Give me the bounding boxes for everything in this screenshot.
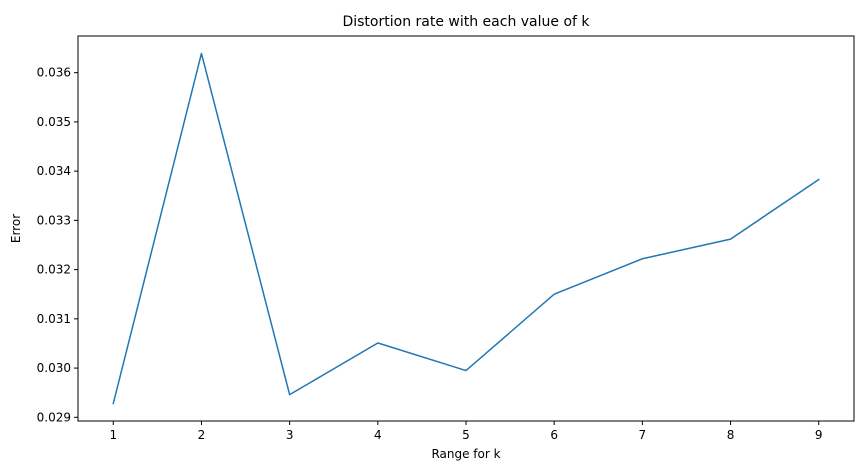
x-tick-label: 3 xyxy=(286,428,294,442)
series-line-1 xyxy=(112,52,820,405)
x-tick-label: 4 xyxy=(374,428,382,442)
axes-frame xyxy=(77,35,855,422)
y-tick-label: 0.030 xyxy=(37,361,71,375)
y-tick-label: 0.034 xyxy=(37,164,71,178)
x-axis: 1 2 3 4 5 6 7 8 9 xyxy=(109,421,823,442)
x-axis-label: Range for k xyxy=(431,447,500,461)
y-tick-label: 0.032 xyxy=(37,263,71,277)
chart-title: Distortion rate with each value of k xyxy=(342,14,590,30)
plot-area xyxy=(112,52,820,405)
x-tick-label: 5 xyxy=(462,428,470,442)
y-tick-label: 0.029 xyxy=(37,410,71,424)
y-tick-label: 0.036 xyxy=(37,66,71,80)
y-axis-label: Error xyxy=(9,214,23,243)
y-tick-label: 0.031 xyxy=(37,312,71,326)
x-tick-label: 1 xyxy=(109,428,117,442)
y-tick-label: 0.033 xyxy=(37,213,71,227)
x-tick-label: 6 xyxy=(550,428,558,442)
x-tick-label: 9 xyxy=(815,428,823,442)
y-axis: 0.029 0.030 0.031 0.032 0.033 0.034 0.035 0.036 xyxy=(37,66,78,424)
y-tick-label: 0.035 xyxy=(37,115,71,129)
x-tick-label: 8 xyxy=(727,428,735,442)
x-tick-label: 7 xyxy=(639,428,647,442)
x-tick-label: 2 xyxy=(198,428,206,442)
